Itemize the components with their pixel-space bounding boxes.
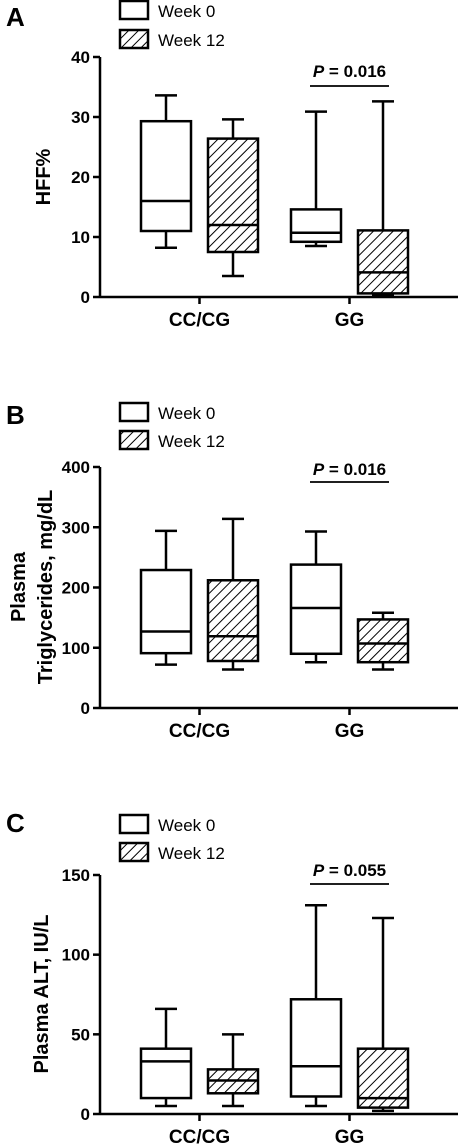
box-iqr: [139, 568, 193, 655]
box-week12-cccg: [206, 118, 260, 278]
p-value: = 0.055: [324, 861, 386, 880]
legend-label-week0: Week 0: [158, 816, 215, 835]
y-tick-label: 50: [71, 1025, 90, 1044]
box-week0-gg: [289, 530, 343, 664]
y-tick-label: 0: [81, 699, 90, 718]
y-axis: 0 10 20 30 40: [71, 48, 102, 307]
p-value-text: P = 0.055: [313, 861, 386, 880]
y-tick-label: 100: [62, 946, 90, 965]
legend-label-week12: Week 12: [158, 31, 225, 50]
box-week0-cccg: [139, 1007, 193, 1108]
y-tick-label: 30: [71, 108, 90, 127]
panel-c: C Week 0 Week 12 Plasma ALT, IU/L 0 50 100…: [6, 808, 458, 1145]
y-tick-label: 10: [71, 228, 90, 247]
y-tick-label: 400: [62, 458, 90, 477]
panel-label: A: [6, 2, 25, 32]
legend-swatch-week12: [118, 28, 150, 50]
p-value-text: P = 0.016: [313, 62, 386, 81]
y-tick-label: 150: [62, 866, 90, 885]
box-week12-gg: [356, 611, 410, 671]
p-value: = 0.016: [324, 62, 386, 81]
box-week0-gg: [289, 904, 343, 1108]
legend-swatch-week0: [118, 0, 150, 21]
legend: Week 0 Week 12: [118, 401, 225, 451]
box-week12-cccg: [206, 1033, 260, 1108]
y-tick-label: 20: [71, 168, 90, 187]
x-tick-label: GG: [335, 310, 365, 331]
x-axis: CC/CG GG: [100, 295, 458, 331]
y-axis: 0 50 100 150: [62, 866, 102, 1124]
legend-label-week0: Week 0: [158, 2, 215, 21]
panel-label: C: [6, 808, 25, 838]
y-tick-label: 200: [62, 579, 90, 598]
p-value-text: P = 0.016: [313, 460, 386, 479]
legend-swatch-week0: [118, 813, 150, 835]
panel-b: B Week 0 Week 12 Plasma Triglycerides, m…: [6, 400, 458, 742]
legend-label-week12: Week 12: [158, 432, 225, 451]
y-tick-label: 100: [62, 639, 90, 658]
box-iqr: [356, 229, 410, 295]
x-tick-label: CC/CG: [169, 721, 230, 742]
box-week0-gg: [289, 110, 343, 248]
box-week12-gg: [356, 100, 410, 297]
x-tick-label: CC/CG: [169, 1127, 230, 1145]
box-week12-gg: [356, 916, 410, 1113]
legend-swatch-week12: [118, 429, 150, 451]
p-value-annotation: P = 0.016: [310, 460, 389, 483]
y-tick-label: 40: [71, 48, 90, 67]
y-axis-label-line1: Plasma: [8, 551, 30, 622]
legend-swatch-week0: [118, 401, 150, 423]
x-axis: CC/CG GG: [100, 706, 458, 742]
box-iqr: [289, 208, 343, 244]
p-symbol: P: [313, 460, 325, 479]
x-tick-label: GG: [335, 721, 365, 742]
y-tick-label: 0: [81, 1105, 90, 1124]
legend: Week 0 Week 12: [118, 0, 225, 50]
box-iqr: [206, 579, 260, 663]
legend-swatch-week12: [118, 841, 150, 863]
panel-label: B: [6, 400, 25, 430]
legend-label-week12: Week 12: [158, 844, 225, 863]
box-iqr: [139, 119, 193, 233]
legend: Week 0 Week 12: [118, 813, 225, 863]
y-axis-label-line2: Triglycerides, mg/dL: [35, 490, 57, 685]
x-tick-label: GG: [335, 1127, 365, 1145]
p-value: = 0.016: [324, 460, 386, 479]
box-iqr: [139, 1047, 193, 1100]
legend-label-week0: Week 0: [158, 404, 215, 423]
box-week0-cccg: [139, 529, 193, 666]
y-axis: 0 100 200 300 400: [62, 458, 102, 718]
p-symbol: P: [313, 62, 325, 81]
p-value-annotation: P = 0.016: [310, 62, 389, 87]
x-tick-label: CC/CG: [169, 310, 230, 331]
box-iqr: [289, 998, 343, 1098]
y-axis-label: Plasma ALT, IU/L: [31, 915, 53, 1074]
box-week0-cccg: [139, 94, 193, 250]
boxes: [139, 517, 410, 671]
boxes: [139, 94, 410, 297]
box-iqr: [206, 137, 260, 254]
x-axis: CC/CG GG: [100, 1112, 458, 1145]
p-value-annotation: P = 0.055: [310, 861, 389, 885]
y-tick-label: 0: [81, 288, 90, 307]
box-iqr: [356, 618, 410, 664]
y-tick-label: 300: [62, 518, 90, 537]
boxes: [139, 904, 410, 1113]
box-week12-cccg: [206, 517, 260, 671]
p-symbol: P: [313, 861, 325, 880]
y-axis-label: HFF%: [33, 148, 55, 205]
